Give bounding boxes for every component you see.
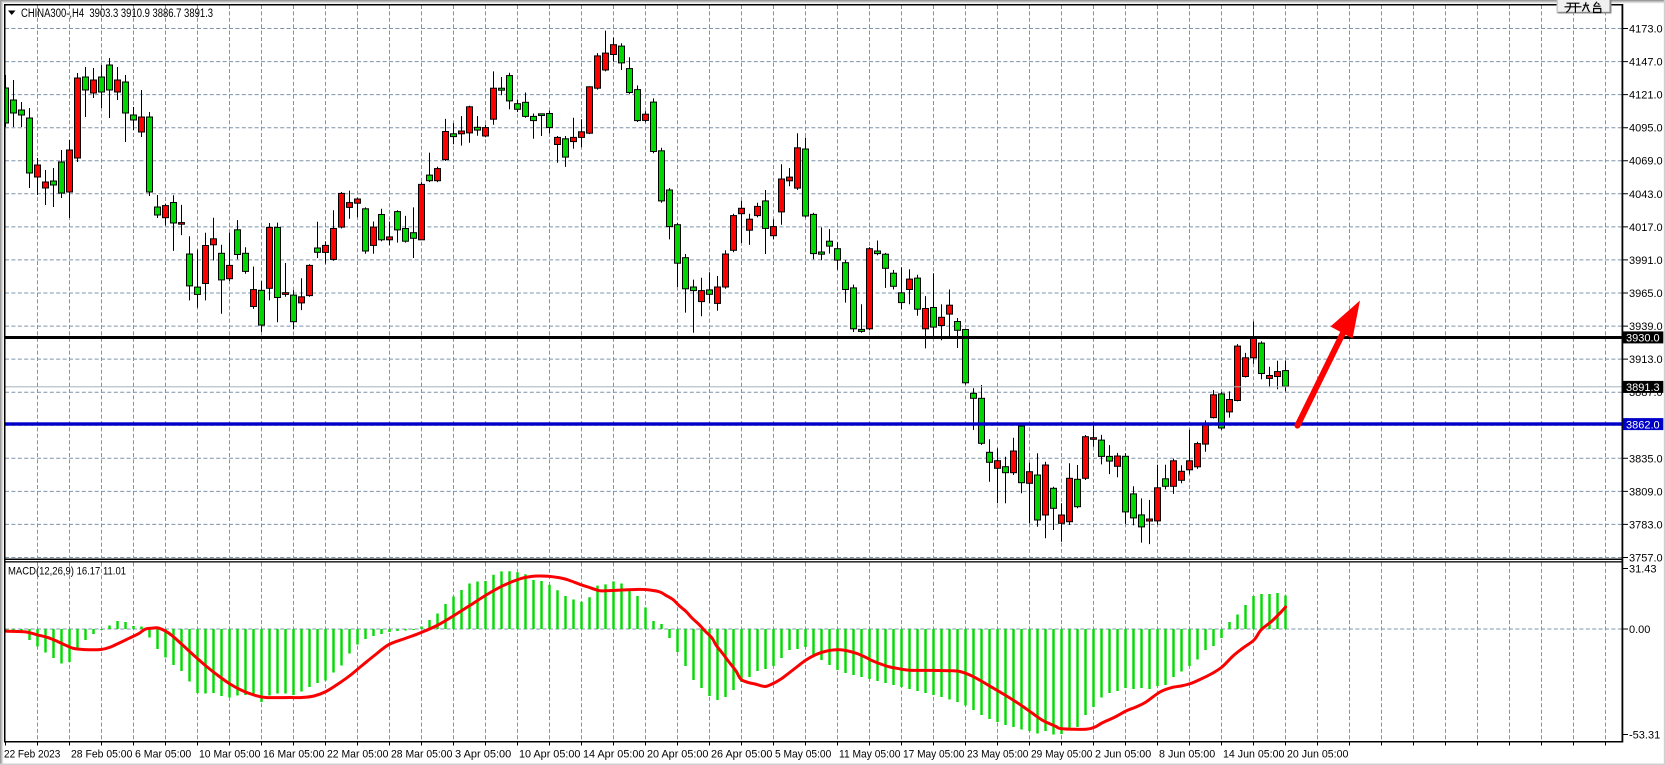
svg-text:4095.0: 4095.0 [1629, 123, 1663, 135]
svg-text:23 May 05:00: 23 May 05:00 [967, 749, 1028, 761]
svg-text:28 Mar 05:00: 28 Mar 05:00 [391, 749, 452, 761]
svg-text:3757.0: 3757.0 [1629, 553, 1663, 565]
svg-text:-53.31: -53.31 [1629, 730, 1660, 742]
svg-text:31.43: 31.43 [1629, 564, 1657, 576]
svg-text:4173.0: 4173.0 [1629, 24, 1663, 36]
svg-text:4147.0: 4147.0 [1629, 57, 1663, 69]
svg-text:29 May 05:00: 29 May 05:00 [1031, 749, 1092, 761]
svg-text:3965.0: 3965.0 [1629, 288, 1663, 300]
svg-text:16 Mar 05:00: 16 Mar 05:00 [263, 749, 324, 761]
svg-text:20 Jun 05:00: 20 Jun 05:00 [1287, 749, 1348, 761]
svg-text:14 Apr 05:00: 14 Apr 05:00 [583, 749, 644, 761]
svg-text:3862.0: 3862.0 [1626, 419, 1660, 431]
svg-text:3809.0: 3809.0 [1629, 486, 1663, 498]
svg-text:14 Jun 05:00: 14 Jun 05:00 [1223, 749, 1284, 761]
svg-text:3 Apr 05:00: 3 Apr 05:00 [455, 749, 511, 761]
svg-text:4043.0: 4043.0 [1629, 189, 1663, 201]
svg-text:26 Apr 05:00: 26 Apr 05:00 [711, 749, 772, 761]
svg-text:3939.0: 3939.0 [1629, 321, 1663, 333]
svg-text:CHINA300-,H4 3903.3 3910.9 38: CHINA300-,H4 3903.3 3910.9 3886.7 3891.3 [21, 8, 213, 20]
svg-text:28 Feb 05:00: 28 Feb 05:00 [71, 749, 132, 761]
svg-text:4121.0: 4121.0 [1629, 90, 1663, 102]
svg-text:17 May 05:00: 17 May 05:00 [903, 749, 964, 761]
svg-text:3991.0: 3991.0 [1629, 255, 1663, 267]
svg-text:8 Jun 05:00: 8 Jun 05:00 [1159, 749, 1215, 761]
svg-text:5 May 05:00: 5 May 05:00 [775, 749, 831, 761]
svg-text:3835.0: 3835.0 [1629, 453, 1663, 465]
svg-text:3930.0: 3930.0 [1626, 333, 1660, 345]
svg-text:2 Jun 05:00: 2 Jun 05:00 [1095, 749, 1151, 761]
svg-text:3913.0: 3913.0 [1629, 354, 1663, 366]
svg-text:MACD(12,26,9) 16.17 11.01: MACD(12,26,9) 16.17 11.01 [8, 566, 126, 578]
svg-text:4069.0: 4069.0 [1629, 156, 1663, 168]
svg-text:3891.3: 3891.3 [1626, 382, 1660, 394]
svg-text:6 Mar 05:00: 6 Mar 05:00 [135, 749, 191, 761]
svg-text:0.00: 0.00 [1629, 624, 1650, 636]
svg-text:10 Apr 05:00: 10 Apr 05:00 [519, 749, 580, 761]
svg-text:22 Mar 05:00: 22 Mar 05:00 [327, 749, 388, 761]
svg-text:4017.0: 4017.0 [1629, 222, 1663, 234]
svg-text:20 Apr 05:00: 20 Apr 05:00 [647, 749, 708, 761]
svg-text:11 May 05:00: 11 May 05:00 [839, 749, 900, 761]
svg-text:10 Mar 05:00: 10 Mar 05:00 [199, 749, 260, 761]
svg-text:22 Feb 2023: 22 Feb 2023 [4, 749, 60, 761]
svg-text:3783.0: 3783.0 [1629, 519, 1663, 531]
